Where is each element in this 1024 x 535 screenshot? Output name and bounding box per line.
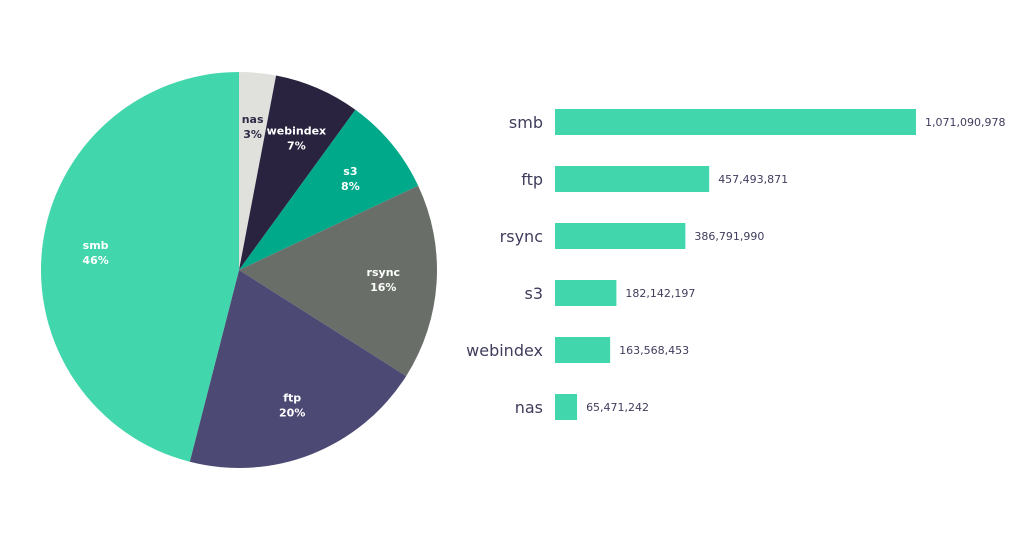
pie-chart: nas 3% webindex 7% s3 8% rsync 16% ftp 20% smb 46% bbox=[40, 71, 438, 469]
bar-webindex bbox=[555, 337, 611, 363]
pie-label-s3: s3 bbox=[343, 165, 357, 178]
pie-percent-rsync: 16% bbox=[370, 281, 396, 294]
bar-smb bbox=[555, 109, 916, 135]
pie-label-webindex: webindex bbox=[267, 124, 327, 137]
bar-category-rsync: rsync bbox=[500, 227, 543, 246]
bar-rsync bbox=[555, 223, 686, 249]
pie-label-rsync: rsync bbox=[367, 266, 401, 279]
bar-value-webindex: 163,568,453 bbox=[619, 344, 689, 357]
bar-ftp bbox=[555, 166, 710, 192]
pie-slice-webindex bbox=[239, 75, 356, 270]
pie-label-smb: smb bbox=[83, 239, 109, 252]
bar-category-nas: nas bbox=[515, 398, 543, 417]
pie-slice-s3 bbox=[239, 109, 419, 270]
pie-percent-nas: 3% bbox=[243, 128, 262, 141]
bar-value-rsync: 386,791,990 bbox=[694, 230, 764, 243]
bar-category-ftp: ftp bbox=[521, 170, 543, 189]
pie-slice-ftp bbox=[189, 270, 407, 469]
bar-category-smb: smb bbox=[509, 113, 543, 132]
bar-category-webindex: webindex bbox=[466, 341, 543, 360]
pie-percent-webindex: 7% bbox=[287, 139, 306, 152]
bar-value-s3: 182,142,197 bbox=[625, 287, 695, 300]
bar-value-smb: 1,071,090,978 bbox=[925, 116, 1005, 129]
bar-chart: smb 1,071,090,978 ftp 457,493,871 rsync 386,7… bbox=[466, 109, 1005, 420]
pie-label-nas: nas bbox=[242, 113, 264, 126]
bar-s3 bbox=[555, 280, 617, 306]
bar-nas bbox=[555, 394, 578, 420]
pie-percent-ftp: 20% bbox=[279, 406, 305, 419]
bar-value-ftp: 457,493,871 bbox=[718, 173, 788, 186]
bar-value-nas: 65,471,242 bbox=[586, 401, 649, 414]
pie-slice-smb bbox=[40, 71, 239, 462]
pie-label-ftp: ftp bbox=[283, 391, 301, 404]
pie-slice-nas bbox=[239, 72, 277, 270]
bar-category-s3: s3 bbox=[524, 284, 543, 303]
pie-percent-s3: 8% bbox=[341, 180, 360, 193]
pie-slice-rsync bbox=[239, 185, 438, 377]
pie-percent-smb: 46% bbox=[82, 254, 108, 267]
